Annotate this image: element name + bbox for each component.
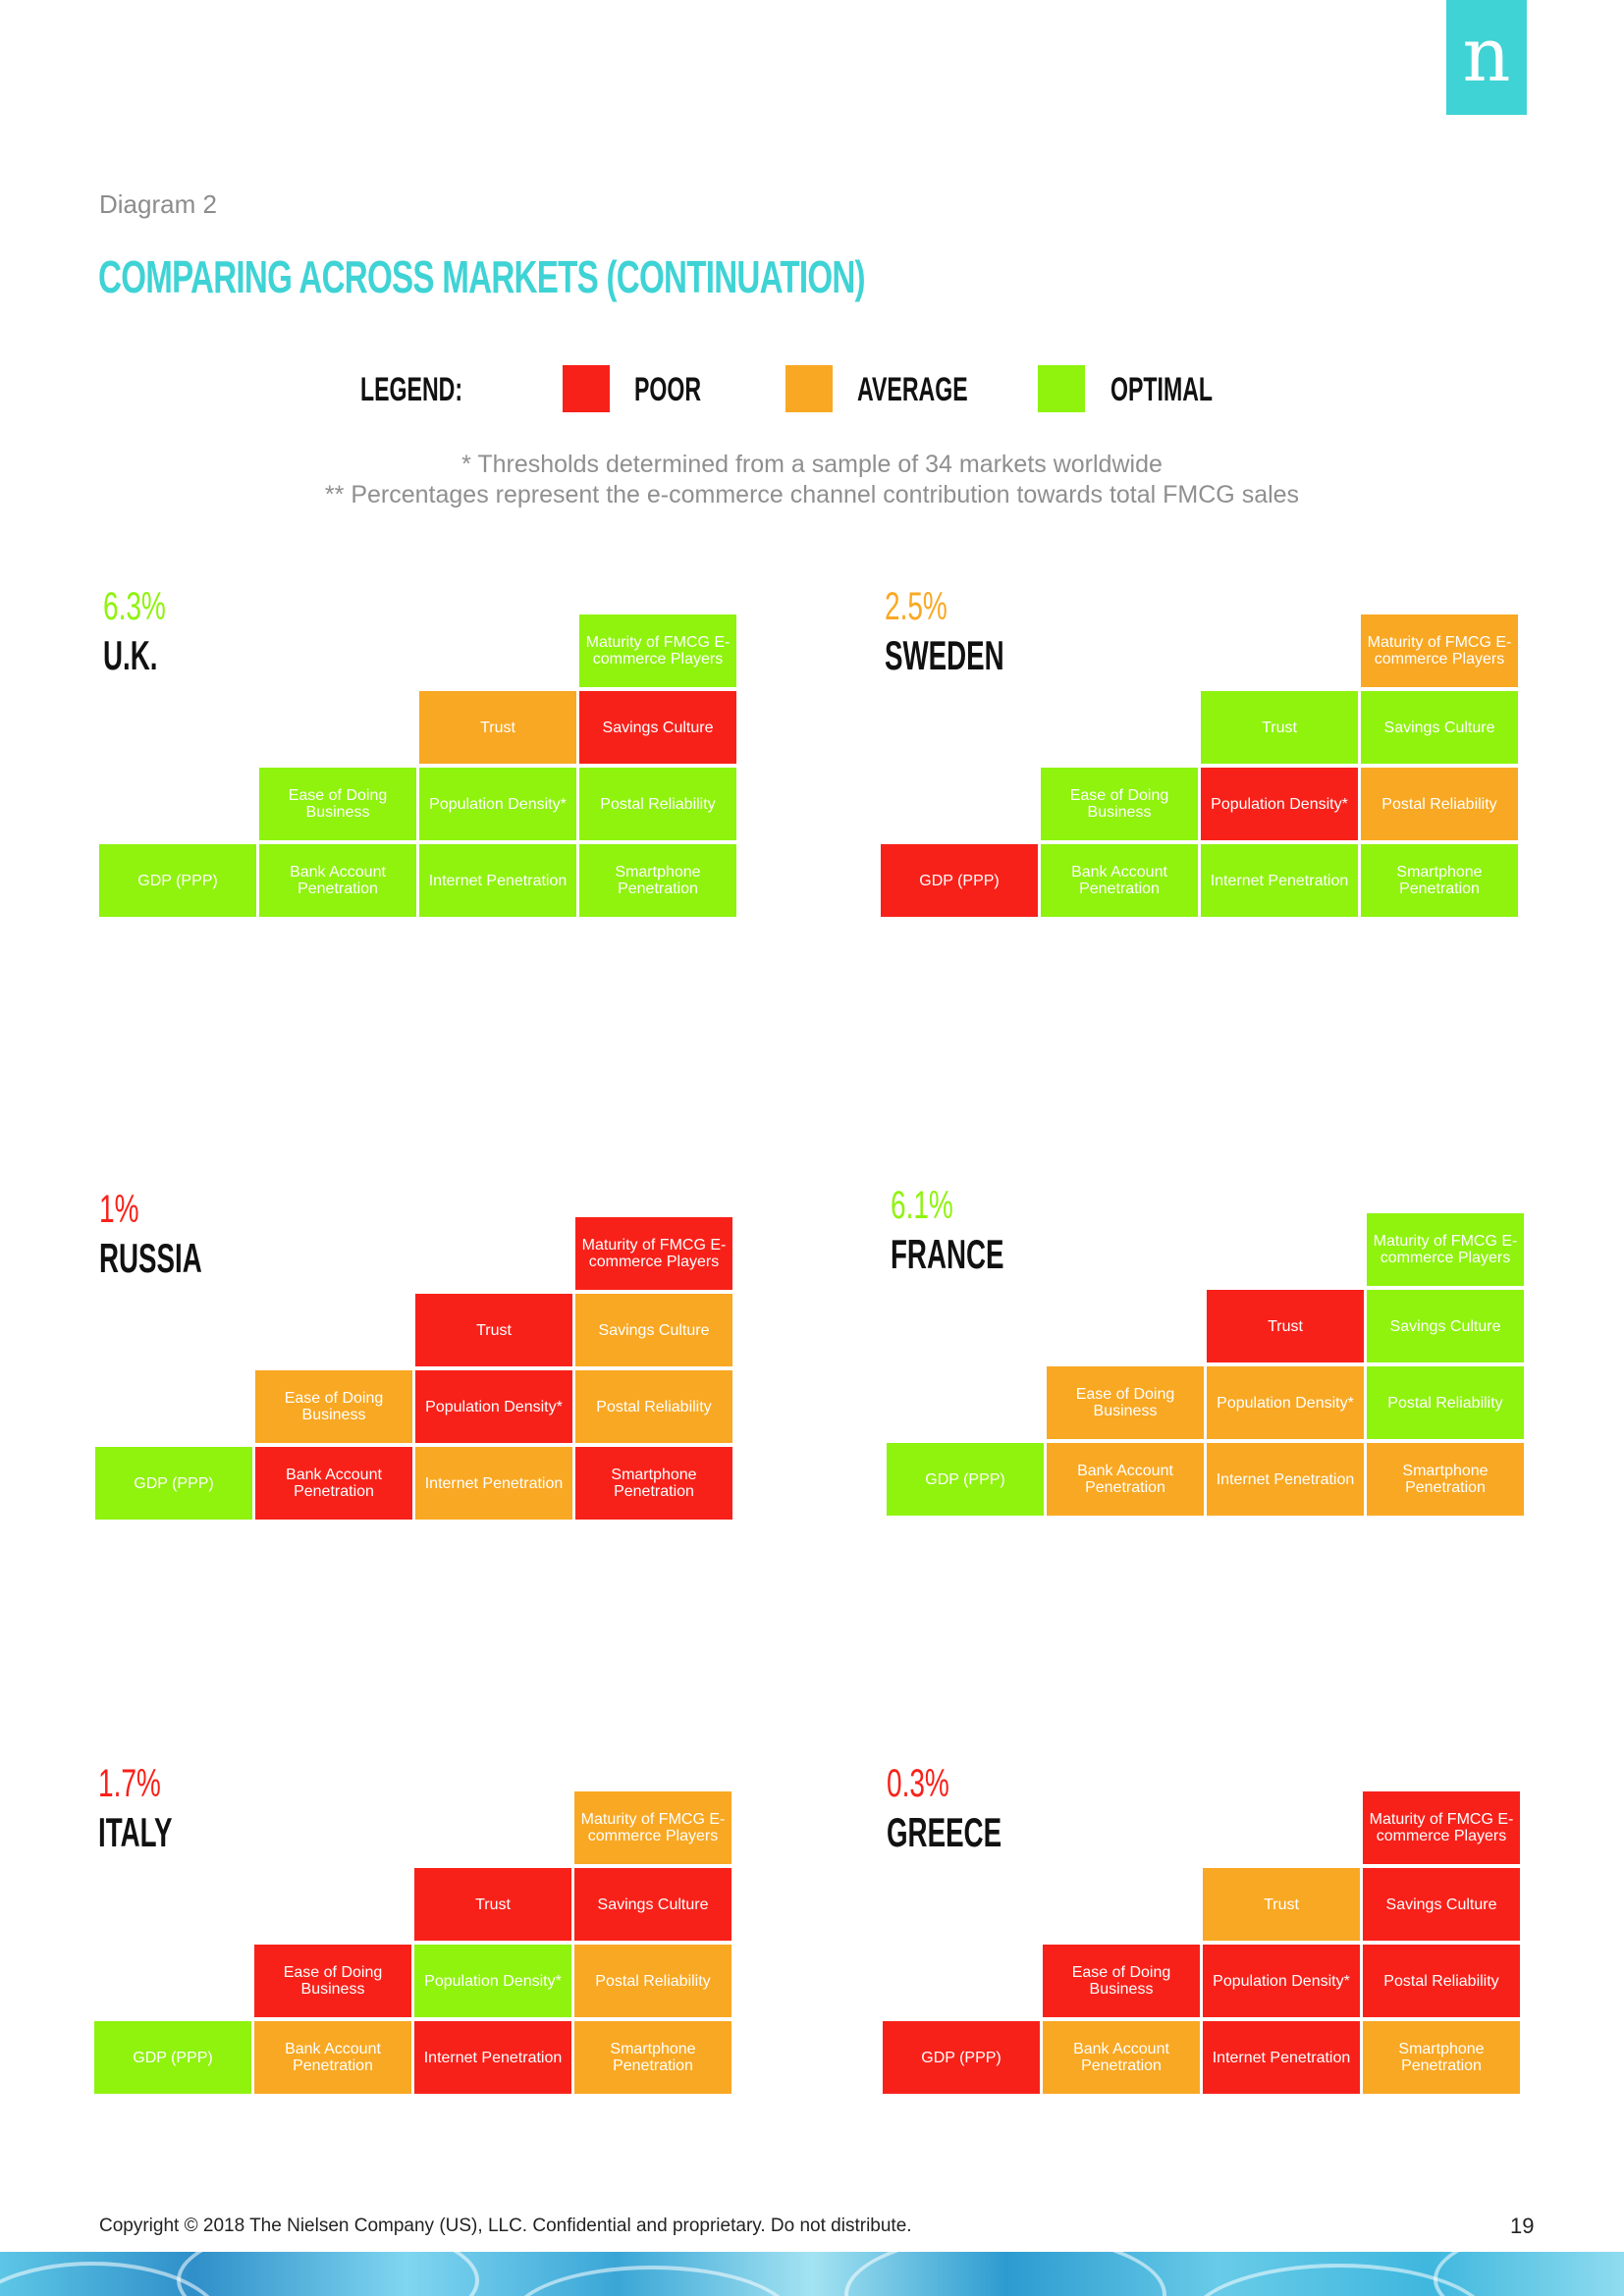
factor-cell-internet: Internet Penetration	[414, 2021, 571, 2094]
factor-cell-gdp: GDP (PPP)	[94, 2021, 251, 2094]
factor-cell-smartphone: Smartphone Penetration	[1361, 844, 1518, 917]
market-name: FRANCE	[891, 1231, 1004, 1277]
legend-label-poor: POOR	[634, 371, 702, 408]
market-uk: 6.3% U.K. Maturity of FMCG E-commerce Play…	[99, 585, 747, 919]
factor-cell-smartphone: Smartphone Penetration	[574, 2021, 731, 2094]
factor-cell-maturity: Maturity of FMCG E-commerce Players	[1361, 614, 1518, 687]
market-name: U.K.	[103, 632, 158, 678]
market-name: RUSSIA	[99, 1235, 202, 1281]
factor-cell-maturity: Maturity of FMCG E-commerce Players	[575, 1217, 732, 1290]
factor-cell-trust: Trust	[415, 1294, 572, 1366]
factor-cell-postal: Postal Reliability	[579, 768, 736, 840]
nielsen-logo: n	[1446, 0, 1527, 115]
factor-cell-maturity: Maturity of FMCG E-commerce Players	[1367, 1213, 1524, 1286]
legend-label-optimal: OPTIMAL	[1110, 371, 1214, 408]
factor-cell-internet: Internet Penetration	[1207, 1443, 1364, 1516]
factor-cell-trust: Trust	[1207, 1290, 1364, 1362]
diagram-label: Diagram 2	[99, 189, 217, 219]
factor-cell-maturity: Maturity of FMCG E-commerce Players	[579, 614, 736, 687]
factor-cell-postal: Postal Reliability	[1363, 1945, 1520, 2017]
page-number: 19	[1510, 2214, 1535, 2238]
factor-cell-savings: Savings Culture	[579, 691, 736, 764]
factor-cell-trust: Trust	[414, 1868, 571, 1941]
factor-cell-trust: Trust	[419, 691, 576, 764]
market-name: SWEDEN	[885, 632, 1004, 678]
market-name: ITALY	[98, 1809, 173, 1855]
factor-cell-ease: Ease of Doing Business	[1043, 1945, 1200, 2017]
factor-cell-postal: Postal Reliability	[1367, 1366, 1524, 1439]
factor-cell-bank: Bank Account Penetration	[1041, 844, 1198, 917]
factor-cell-smartphone: Smartphone Penetration	[575, 1447, 732, 1520]
factor-cell-popdensity: Population Density*	[1203, 1945, 1360, 2017]
legend-swatch-average	[785, 365, 833, 412]
factor-cell-maturity: Maturity of FMCG E-commerce Players	[574, 1791, 731, 1864]
factor-cell-ease: Ease of Doing Business	[259, 768, 416, 840]
factor-cell-savings: Savings Culture	[1361, 691, 1518, 764]
factor-cell-smartphone: Smartphone Penetration	[1367, 1443, 1524, 1516]
market-percentage: 1%	[99, 1188, 139, 1231]
factor-cell-savings: Savings Culture	[1367, 1290, 1524, 1362]
factor-cell-savings: Savings Culture	[1363, 1868, 1520, 1941]
factor-cell-savings: Savings Culture	[575, 1294, 732, 1366]
market-percentage: 1.7%	[98, 1762, 161, 1805]
factor-cell-internet: Internet Penetration	[1201, 844, 1358, 917]
factor-cell-ease: Ease of Doing Business	[1047, 1366, 1204, 1439]
factor-cell-popdensity: Population Density*	[419, 768, 576, 840]
factor-cell-ease: Ease of Doing Business	[254, 1945, 411, 2017]
factor-cell-postal: Postal Reliability	[575, 1370, 732, 1443]
legend-heading: LEGEND:	[360, 371, 463, 408]
factor-cell-gdp: GDP (PPP)	[881, 844, 1038, 917]
factor-cell-internet: Internet Penetration	[1203, 2021, 1360, 2094]
factor-cell-bank: Bank Account Penetration	[1043, 2021, 1200, 2094]
factor-cell-trust: Trust	[1201, 691, 1358, 764]
factor-cell-maturity: Maturity of FMCG E-commerce Players	[1363, 1791, 1520, 1864]
footnotes: * Thresholds determined from a sample of…	[0, 450, 1624, 510]
legend-swatch-poor	[563, 365, 610, 412]
market-percentage: 2.5%	[885, 585, 947, 628]
factor-cell-savings: Savings Culture	[574, 1868, 731, 1941]
factor-cell-ease: Ease of Doing Business	[255, 1370, 412, 1443]
market-italy: 1.7% ITALY Maturity of FMCG E-commerce Pla…	[94, 1762, 742, 2096]
factor-cell-postal: Postal Reliability	[574, 1945, 731, 2017]
market-percentage: 6.3%	[103, 585, 166, 628]
market-russia: 1% RUSSIA Maturity of FMCG E-commerce Play…	[95, 1188, 743, 1522]
factor-cell-internet: Internet Penetration	[415, 1447, 572, 1520]
market-name: GREECE	[887, 1809, 1002, 1855]
factor-cell-ease: Ease of Doing Business	[1041, 768, 1198, 840]
market-france: 6.1% FRANCE Maturity of FMCG E-commerce Pl…	[887, 1184, 1535, 1518]
factor-cell-popdensity: Population Density*	[415, 1370, 572, 1443]
factor-cell-smartphone: Smartphone Penetration	[1363, 2021, 1520, 2094]
market-sweden: 2.5% SWEDEN Maturity of FMCG E-commerce Pl…	[881, 585, 1529, 919]
factor-cell-gdp: GDP (PPP)	[883, 2021, 1040, 2094]
legend: LEGEND: POOR AVERAGE OPTIMAL	[0, 365, 1624, 414]
factor-cell-gdp: GDP (PPP)	[95, 1447, 252, 1520]
factor-cell-bank: Bank Account Penetration	[254, 2021, 411, 2094]
factor-cell-gdp: GDP (PPP)	[887, 1443, 1044, 1516]
factor-cell-internet: Internet Penetration	[419, 844, 576, 917]
market-percentage: 6.1%	[891, 1184, 953, 1227]
market-greece: 0.3% GREECE Maturity of FMCG E-commerce Pl…	[883, 1762, 1531, 2096]
factor-cell-postal: Postal Reliability	[1361, 768, 1518, 840]
legend-swatch-optimal	[1038, 365, 1085, 412]
decorative-footer-band	[0, 2252, 1624, 2296]
factor-cell-bank: Bank Account Penetration	[255, 1447, 412, 1520]
factor-cell-bank: Bank Account Penetration	[1047, 1443, 1204, 1516]
factor-cell-trust: Trust	[1203, 1868, 1360, 1941]
footnote-percentages: ** Percentages represent the e-commerce …	[324, 481, 1300, 508]
page-title: COMPARING ACROSS MARKETS (CONTINUATION)	[98, 251, 866, 302]
legend-label-average: AVERAGE	[857, 371, 968, 408]
factor-cell-popdensity: Population Density*	[1201, 768, 1358, 840]
market-percentage: 0.3%	[887, 1762, 949, 1805]
factor-cell-gdp: GDP (PPP)	[99, 844, 256, 917]
factor-cell-popdensity: Population Density*	[414, 1945, 571, 2017]
footnote-thresholds: * Thresholds determined from a sample of…	[461, 451, 1163, 478]
factor-cell-bank: Bank Account Penetration	[259, 844, 416, 917]
factor-cell-popdensity: Population Density*	[1207, 1366, 1364, 1439]
factor-cell-smartphone: Smartphone Penetration	[579, 844, 736, 917]
copyright-footer: Copyright © 2018 The Nielsen Company (US…	[99, 2216, 912, 2236]
